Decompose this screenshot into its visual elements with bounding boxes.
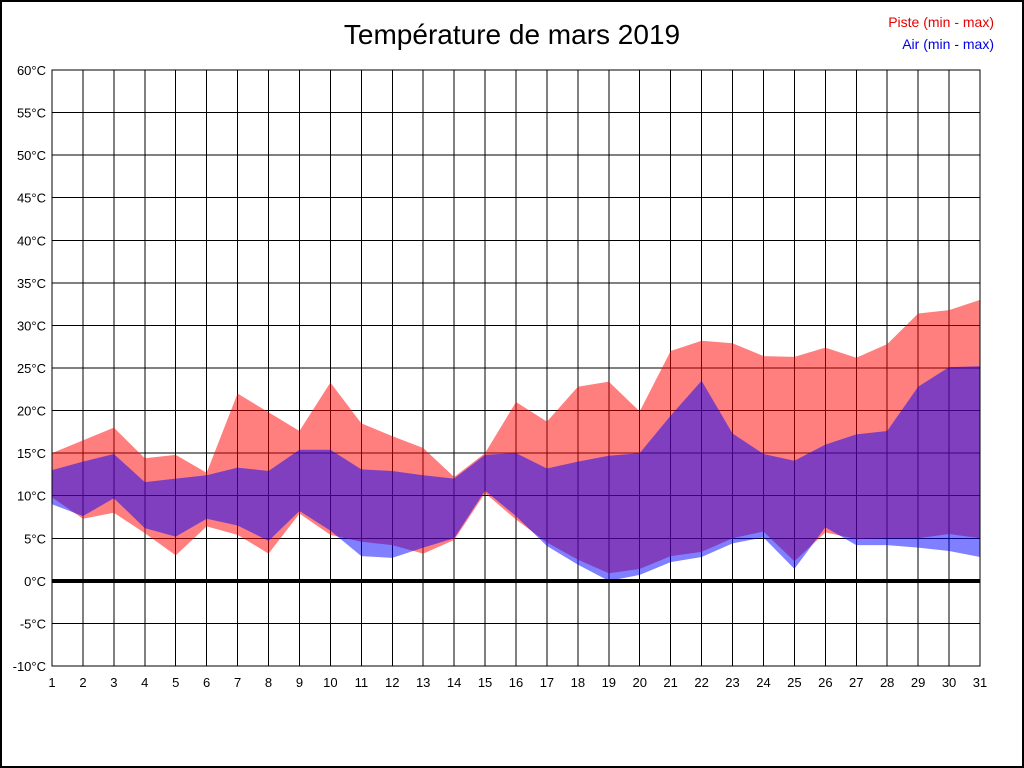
y-tick-label: 55°C <box>17 106 46 121</box>
y-tick-label: 30°C <box>17 318 46 333</box>
x-tick-label: 5 <box>172 675 179 690</box>
y-tick-label: 5°C <box>24 531 46 546</box>
x-tick-label: 8 <box>265 675 272 690</box>
x-tick-label: 23 <box>725 675 739 690</box>
x-tick-label: 29 <box>911 675 925 690</box>
x-tick-label: 10 <box>323 675 337 690</box>
y-tick-label: -10°C <box>13 659 46 674</box>
x-tick-label: 3 <box>110 675 117 690</box>
x-tick-label: 31 <box>973 675 987 690</box>
band-air <box>52 366 980 581</box>
x-tick-label: 12 <box>385 675 399 690</box>
x-tick-label: 9 <box>296 675 303 690</box>
y-tick-label: 35°C <box>17 276 46 291</box>
x-tick-label: 17 <box>540 675 554 690</box>
x-tick-label: 7 <box>234 675 241 690</box>
x-tick-label: 13 <box>416 675 430 690</box>
y-tick-label: -5°C <box>20 616 46 631</box>
chart-legend: Piste (min - max) Air (min - max) <box>888 11 994 55</box>
y-tick-label: 20°C <box>17 404 46 419</box>
x-tick-label: 16 <box>509 675 523 690</box>
x-tick-label: 25 <box>787 675 801 690</box>
plot-border <box>51 69 981 667</box>
legend-item-piste: Piste (min - max) <box>888 14 994 30</box>
x-tick-label: 4 <box>141 675 148 690</box>
y-tick-label: 15°C <box>17 446 46 461</box>
y-tick-label: 60°C <box>17 63 46 78</box>
x-tick-label: 26 <box>818 675 832 690</box>
x-tick-label: 27 <box>849 675 863 690</box>
x-tick-label: 6 <box>203 675 210 690</box>
x-tick-label: 21 <box>663 675 677 690</box>
y-tick-label: 45°C <box>17 191 46 206</box>
x-tick-label: 15 <box>478 675 492 690</box>
x-tick-label: 1 <box>48 675 55 690</box>
x-tick-label: 28 <box>880 675 894 690</box>
x-tick-label: 2 <box>79 675 86 690</box>
x-tick-label: 24 <box>756 675 770 690</box>
x-tick-label: 11 <box>355 675 369 690</box>
chart-title: Température de mars 2019 <box>343 19 681 50</box>
x-tick-label: 22 <box>694 675 708 690</box>
x-tick-label: 20 <box>632 675 646 690</box>
y-tick-label: 40°C <box>17 233 46 248</box>
x-tick-label: 30 <box>942 675 956 690</box>
y-tick-label: 25°C <box>17 361 46 376</box>
legend-item-air: Air (min - max) <box>902 36 994 52</box>
x-tick-label: 19 <box>602 675 616 690</box>
x-tick-label: 14 <box>447 675 461 690</box>
y-tick-label: 0°C <box>24 574 46 589</box>
y-tick-label: 10°C <box>17 489 46 504</box>
x-tick-label: 18 <box>571 675 585 690</box>
y-tick-label: 50°C <box>17 148 46 163</box>
